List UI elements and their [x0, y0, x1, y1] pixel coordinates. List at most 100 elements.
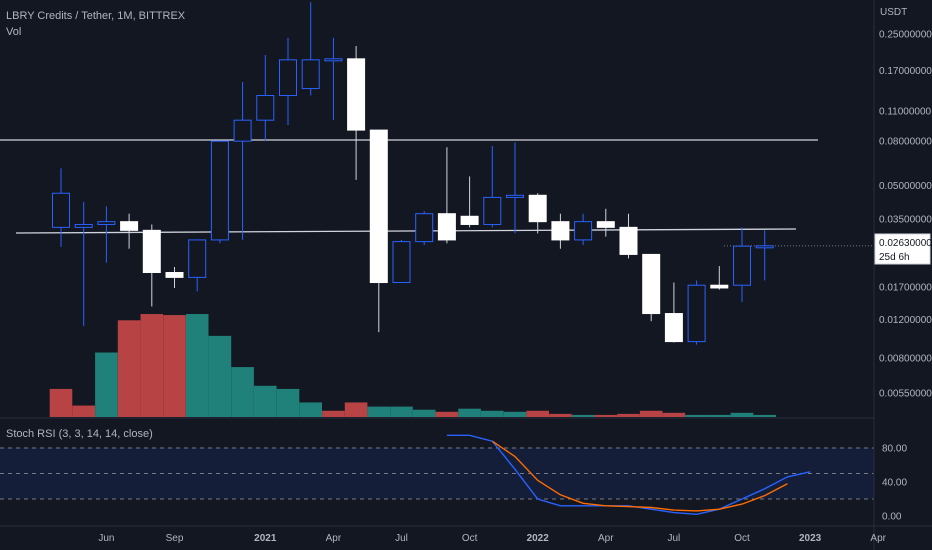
volume-bar — [730, 412, 754, 417]
volume-label: Vol — [6, 26, 21, 38]
volume-bar — [412, 409, 436, 417]
candle-body — [74, 223, 93, 228]
candle-body — [619, 226, 638, 255]
candle-body — [301, 59, 320, 90]
volume-bar — [526, 410, 549, 417]
price-axis[interactable]: 0.25000000 0.17000000 0.11000000 0.08000000… — [879, 30, 932, 400]
volume-bar — [344, 402, 368, 417]
time-tick-label: Apr — [870, 533, 886, 544]
candle-body — [347, 58, 366, 131]
price-tag: 0.02630000 25d 6h — [874, 233, 932, 265]
volume-bars — [49, 314, 776, 417]
time-tick-label: 2022 — [527, 533, 550, 544]
price-tick-label: 0.01700000 — [879, 282, 932, 293]
volume-bar — [140, 314, 164, 417]
candle-body — [528, 194, 547, 223]
volume-bar — [322, 410, 345, 417]
rsi-axis[interactable]: 80.00 40.00 0.00 — [882, 444, 907, 523]
time-tick-label: 2021 — [254, 533, 277, 544]
price-tick-label: 0.17000000 — [879, 66, 932, 77]
volume-bar — [95, 352, 118, 417]
time-tick-label: Oct — [462, 533, 478, 544]
rsi-lines — [446, 434, 811, 516]
candle-body — [165, 272, 184, 278]
candle-body — [506, 194, 524, 198]
time-tick-label: Oct — [734, 533, 750, 544]
volume-bar — [481, 410, 504, 417]
candle-body — [142, 229, 161, 274]
volume-bar — [503, 411, 527, 417]
rsi-band — [0, 447, 874, 500]
volume-bar — [708, 414, 731, 417]
candle-body — [120, 221, 139, 231]
price-tag-value: 0.02630000 — [879, 238, 932, 249]
stoch-rsi-label: Stoch RSI (3, 3, 14, 14, close) — [6, 428, 153, 440]
candle-body — [551, 221, 570, 241]
rsi-tick-label: 40.00 — [882, 478, 907, 489]
volume-bar — [435, 411, 459, 417]
volume-bar — [662, 412, 686, 417]
candle-body — [256, 95, 275, 121]
volume-bar — [594, 414, 618, 417]
chart-title: LBRY Credits / Tether, 1M, BITTREX — [6, 10, 186, 22]
volume-bar — [185, 314, 209, 417]
candle-body — [483, 196, 502, 225]
price-tick-label: 0.11000000 — [879, 107, 932, 118]
volume-bar — [231, 367, 254, 417]
volume-bar — [753, 414, 776, 417]
candle-body — [574, 221, 593, 241]
time-tick-label: Apr — [326, 533, 342, 544]
volume-bar — [208, 335, 232, 417]
stoch-d-line — [491, 440, 788, 512]
price-tag-countdown: 25d 6h — [879, 252, 910, 263]
time-tick-label: Apr — [598, 533, 614, 544]
candle-body — [415, 213, 434, 243]
volume-bar — [117, 320, 141, 417]
price-tick-label: 0.00800000 — [879, 353, 932, 364]
candle-body — [596, 221, 615, 228]
rsi-tick-label: 0.00 — [882, 512, 902, 523]
time-tick-label: Sep — [166, 533, 184, 544]
candle-body — [233, 119, 252, 142]
price-tick-label: 0.01200000 — [879, 315, 932, 326]
currency-label: USDT — [880, 7, 907, 18]
candle-body — [97, 221, 116, 225]
volume-bar — [299, 402, 322, 417]
volume-bar — [458, 408, 481, 417]
volume-bar — [254, 385, 277, 417]
candle-body — [460, 215, 479, 225]
candle-body — [188, 239, 207, 278]
candle-body — [369, 129, 388, 284]
volume-bar — [549, 413, 572, 417]
volume-bar — [639, 410, 663, 417]
candle-body — [710, 284, 729, 289]
volume-bar — [72, 405, 95, 417]
candle-body — [437, 213, 456, 241]
volume-bar — [49, 388, 73, 417]
volume-bar — [685, 414, 708, 417]
candle-body — [324, 58, 343, 62]
time-tick-label: 2023 — [799, 533, 822, 544]
price-tick-label: 0.25000000 — [879, 30, 932, 41]
volume-bar — [617, 413, 640, 417]
time-axis[interactable]: Jun Sep 2021 Apr Jul Oct 2022 Apr Jul Oct 2023 Apr — [98, 533, 886, 544]
stoch-k-line — [446, 434, 811, 516]
price-tag-bg — [874, 233, 931, 265]
price-tick-label: 0.00550000 — [879, 389, 932, 400]
candle-body — [733, 245, 751, 286]
rsi-tick-label: 80.00 — [882, 444, 907, 455]
time-tick-label: Jun — [98, 533, 114, 544]
volume-bar — [367, 406, 391, 417]
volume-bar — [276, 388, 300, 417]
candle-body — [392, 241, 411, 284]
candle-body — [664, 313, 683, 343]
candle-body — [687, 284, 706, 343]
price-tick-label: 0.05000000 — [879, 181, 932, 192]
price-tick-label: 0.08000000 — [879, 137, 932, 148]
volume-bar — [390, 406, 413, 417]
candle-body — [279, 59, 297, 97]
price-tick-label: 0.03500000 — [879, 214, 932, 225]
candle-body — [52, 192, 70, 228]
